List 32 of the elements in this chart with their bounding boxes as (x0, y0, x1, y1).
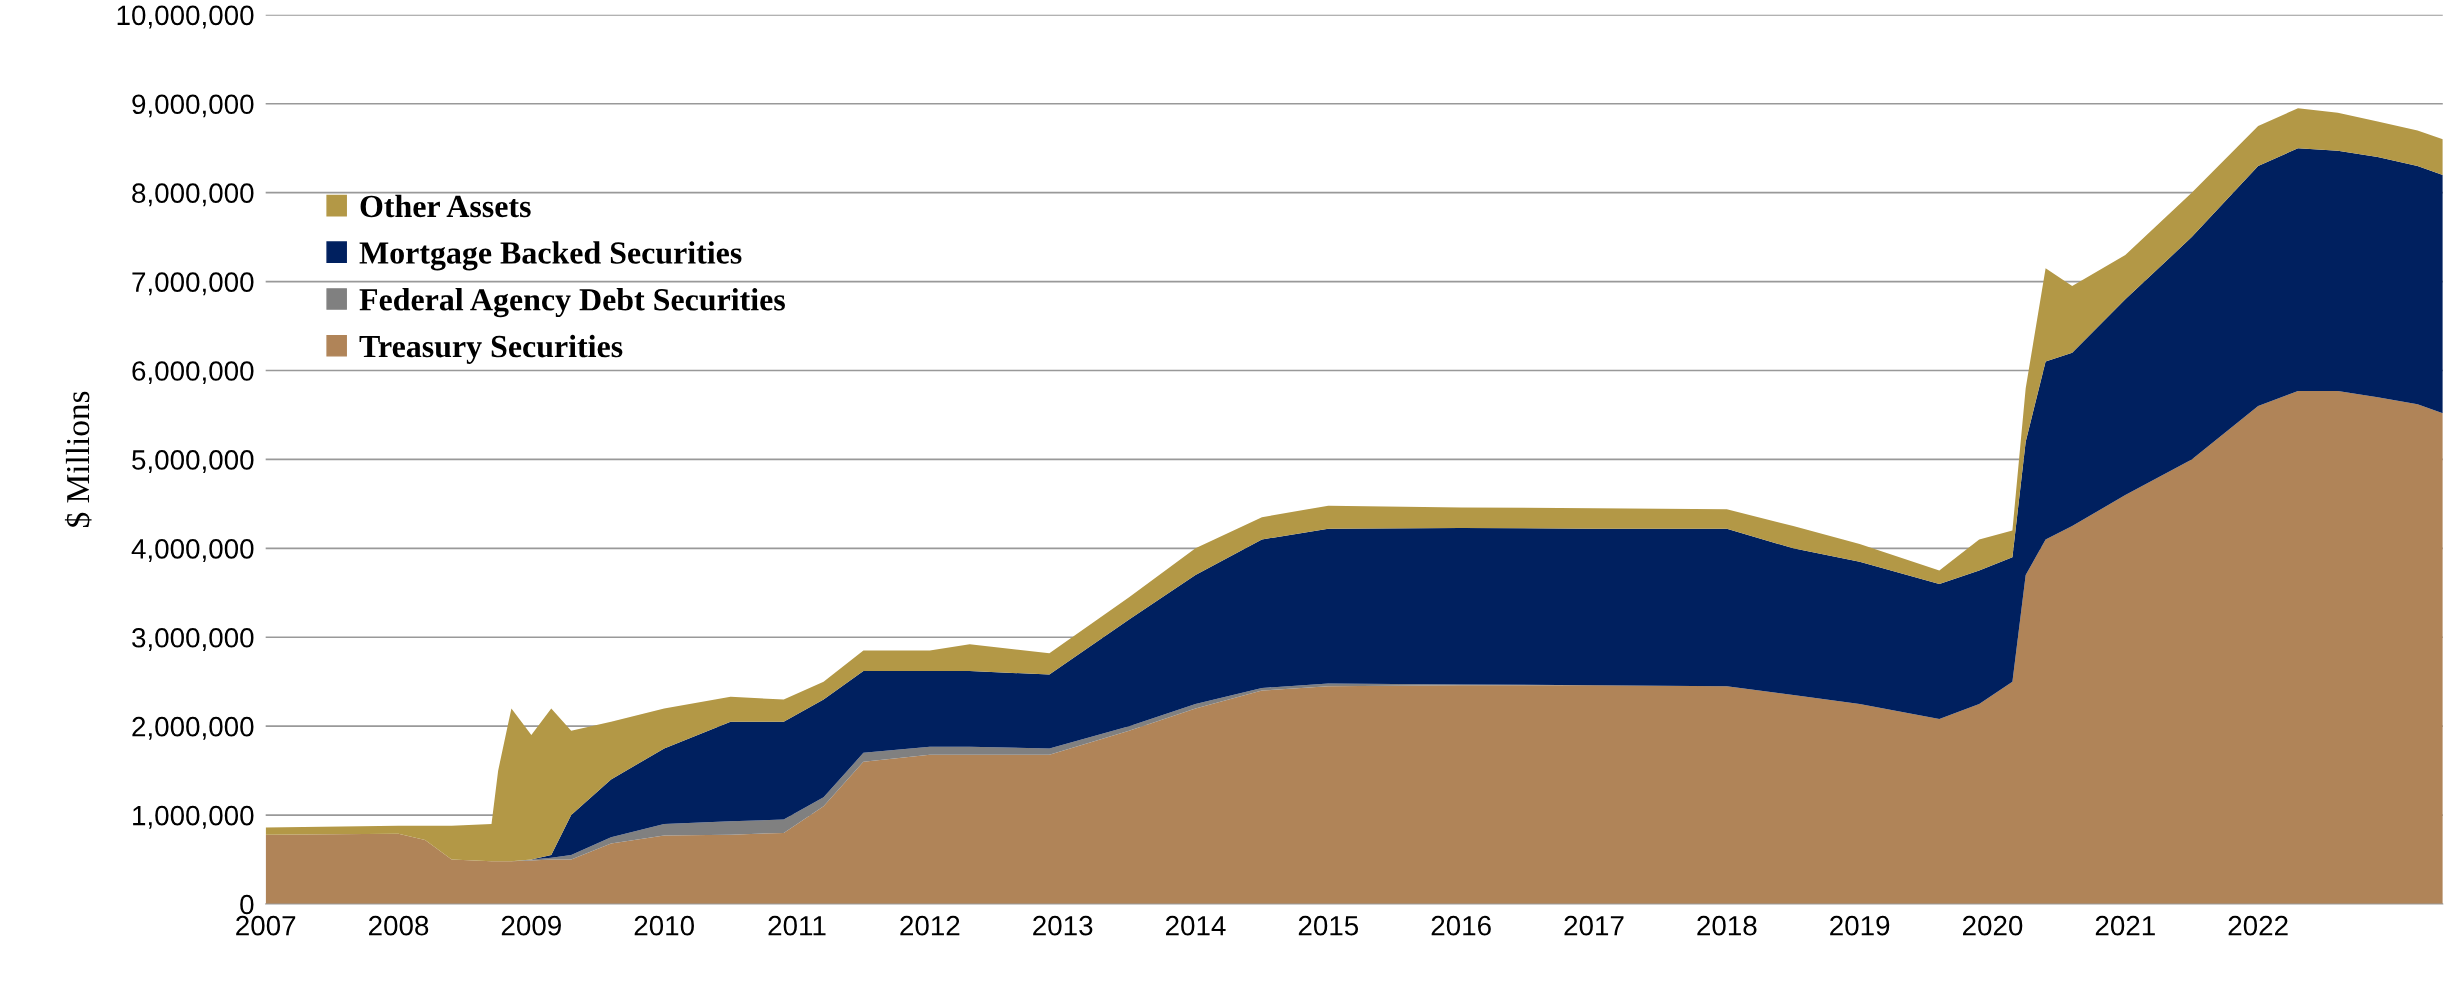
y-tick-label: 9,000,000 (132, 94, 254, 118)
y-tick-label: 4,000,000 (131, 539, 254, 562)
x-tick-label: 2009 (501, 915, 561, 936)
y-tick-label: 2,000,000 (132, 716, 254, 740)
legend-label: Federal Agency Debt Securities (359, 288, 785, 318)
x-tick-label: 2022 (2228, 915, 2288, 936)
legend-label: Mortgage Backed Securities (359, 241, 742, 271)
y-tick-label: 3,000,000 (132, 627, 254, 651)
y-tick-label: 1,000,000 (133, 805, 254, 829)
x-tick-label: 2007 (236, 915, 296, 936)
y-tick-label: 8,000,000 (132, 183, 254, 207)
y-tick-label: 6,000,000 (132, 361, 254, 385)
y-tick-label: 5,000,000 (132, 450, 254, 474)
x-tick-label: 2016 (1431, 915, 1491, 936)
x-tick-label: 2017 (1564, 915, 1624, 936)
x-tick-label: 2010 (634, 915, 694, 936)
y-tick-label: 0 (240, 894, 254, 915)
y-axis-title: $ Millions (64, 391, 92, 527)
x-tick-label: 2008 (369, 915, 429, 936)
x-tick-label: 2015 (1298, 915, 1359, 936)
x-tick-label: 2021 (2095, 915, 2155, 936)
x-tick-label: 2018 (1697, 915, 1757, 936)
x-tick-label: 2019 (1830, 915, 1890, 936)
y-tick-label: 7,000,000 (132, 272, 254, 296)
legend-label: Treasury Securities (359, 334, 623, 364)
legend-label: Other Assets (360, 194, 531, 218)
x-tick-label: 2012 (900, 915, 960, 936)
x-tick-label: 2011 (768, 915, 826, 936)
x-tick-label: 2020 (1962, 915, 2023, 936)
y-tick-label: 10,000,000 (117, 5, 254, 29)
x-tick-label: 2014 (1166, 915, 1226, 936)
x-tick-label: 2013 (1033, 915, 1093, 936)
